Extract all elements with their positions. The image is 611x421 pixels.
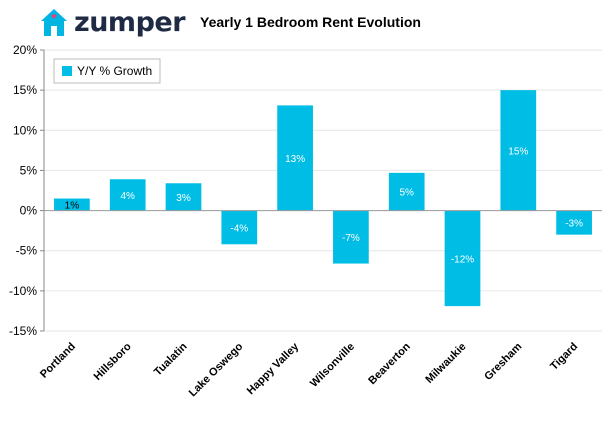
x-tick-label: Portland xyxy=(38,341,78,381)
bar xyxy=(500,90,537,211)
x-tick-label: Happy Valley xyxy=(245,340,302,397)
header: zumper Yearly 1 Bedroom Rent Evolution xyxy=(0,0,611,44)
house-icon xyxy=(41,9,67,36)
x-tick-label: Hillsboro xyxy=(92,340,134,382)
x-tick-label: Gresham xyxy=(482,340,524,382)
bar xyxy=(444,210,481,307)
bar xyxy=(388,172,425,211)
data-label: 4% xyxy=(120,191,135,202)
data-label: -3% xyxy=(565,219,583,230)
data-label: 3% xyxy=(176,193,191,204)
data-label: -4% xyxy=(230,223,248,234)
bar xyxy=(556,210,592,235)
x-tick-label: Tigard xyxy=(548,341,580,373)
data-label: 5% xyxy=(399,188,414,199)
bar xyxy=(221,210,258,245)
legend: Y/Y % Growth xyxy=(53,58,161,84)
y-tick-label: 20% xyxy=(13,43,37,57)
heart-icon xyxy=(51,14,57,19)
y-tick-label: 5% xyxy=(20,163,38,177)
y-tick-label: 15% xyxy=(13,83,37,97)
data-label: 15% xyxy=(508,146,528,157)
brand-name: zumper xyxy=(74,6,186,38)
data-label: 13% xyxy=(285,154,305,165)
zumper-logo[interactable]: zumper xyxy=(38,6,186,38)
y-tick-label: -10% xyxy=(9,284,37,298)
legend-label: Y/Y % Growth xyxy=(77,64,152,78)
y-tick-label: 0% xyxy=(20,204,38,218)
x-tick-label: Lake Oswego xyxy=(187,340,246,399)
bar xyxy=(54,198,90,211)
x-tick-label: Beaverton xyxy=(366,340,413,387)
data-label: -12% xyxy=(451,254,474,265)
y-tick-label: -15% xyxy=(9,324,37,338)
bar xyxy=(333,210,369,264)
bar xyxy=(277,105,313,211)
x-tick-label: Tualatin xyxy=(152,340,190,378)
legend-swatch xyxy=(62,66,72,76)
bar-layer: 1% 4% 3% -4% 13% -7% 5% -12% 15% -3% xyxy=(54,90,592,307)
x-tick-label: Milwaukie xyxy=(423,341,468,386)
y-tick-label: -5% xyxy=(16,244,38,258)
bar xyxy=(165,183,202,211)
data-label: -7% xyxy=(342,233,360,244)
bar xyxy=(109,179,146,211)
x-tick-label: Wilsonville xyxy=(308,341,357,390)
y-tick-label: 10% xyxy=(13,123,37,137)
chart-title: Yearly 1 Bedroom Rent Evolution xyxy=(200,14,421,30)
data-label: 1% xyxy=(65,201,80,212)
